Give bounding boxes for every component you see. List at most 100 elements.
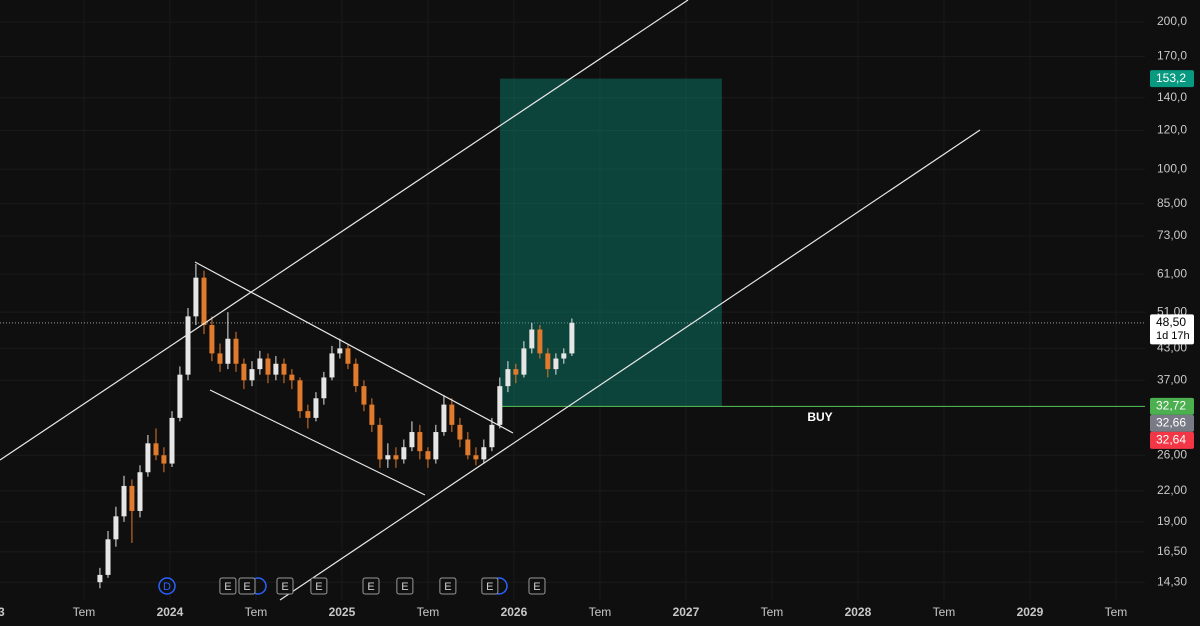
candle-body xyxy=(545,353,551,370)
candle-body xyxy=(465,439,471,456)
event-label: E xyxy=(315,581,322,593)
event-marker xyxy=(481,577,499,595)
x-tick-label: Tem xyxy=(245,605,268,619)
event-label: E xyxy=(367,581,374,593)
price-label-box xyxy=(1150,314,1194,345)
price-label: 32,66 xyxy=(1156,416,1186,430)
y-tick-label: 140,0 xyxy=(1157,90,1187,104)
x-tick-label: 2025 xyxy=(329,605,356,619)
candle-body xyxy=(401,447,407,460)
x-tick-label: Tem xyxy=(933,605,956,619)
candle-body xyxy=(249,369,255,381)
candle-body xyxy=(113,516,119,540)
y-tick-label: 170,0 xyxy=(1157,49,1187,63)
trend-line[interactable] xyxy=(279,129,981,601)
position-tool[interactable] xyxy=(500,78,1145,408)
candle-body xyxy=(513,369,519,375)
price-label: 153,2 xyxy=(1156,71,1186,85)
event-marker xyxy=(219,577,237,595)
candle-body xyxy=(137,472,143,511)
y-tick-label: 61,00 xyxy=(1157,266,1187,280)
candle-body xyxy=(369,404,375,425)
x-tick-label: Tem xyxy=(589,605,612,619)
candles xyxy=(97,263,575,589)
candle-body xyxy=(361,386,367,405)
price-label-box xyxy=(1150,397,1194,415)
candle-body xyxy=(241,363,247,381)
candle-body xyxy=(281,363,287,375)
y-tick-label: 22,00 xyxy=(1157,483,1187,497)
price-label: 32,64 xyxy=(1156,433,1186,447)
candle-body xyxy=(345,348,351,364)
candle-body xyxy=(337,348,343,354)
price-label-box xyxy=(1150,431,1194,449)
candle-body xyxy=(561,353,567,359)
x-tick-label: Tem xyxy=(761,605,784,619)
candle-body xyxy=(329,353,335,378)
price-label: 32,72 xyxy=(1156,399,1186,413)
event-label: E xyxy=(401,581,408,593)
candle-body xyxy=(377,424,383,460)
candle-body xyxy=(521,348,527,375)
candle-body xyxy=(161,455,167,464)
y-tick-label: 200,0 xyxy=(1157,14,1187,28)
candle-body xyxy=(105,539,111,575)
price-label-box xyxy=(1150,70,1194,88)
candle-body xyxy=(97,574,103,583)
candle-body xyxy=(321,377,327,399)
trend-line[interactable] xyxy=(209,389,426,496)
candle-body xyxy=(129,485,135,511)
candle-body xyxy=(289,374,295,381)
x-tick-label: Tem xyxy=(1105,605,1128,619)
candle-body xyxy=(425,451,431,460)
candle-body xyxy=(145,443,151,473)
candle-body xyxy=(177,374,183,418)
candle-body xyxy=(193,277,199,317)
event-label: E xyxy=(486,581,493,593)
grid xyxy=(0,0,1145,600)
candle-body xyxy=(121,485,127,517)
candle-body xyxy=(569,322,575,354)
candle-body xyxy=(225,338,231,364)
event-marker xyxy=(396,577,414,595)
y-tick-label: 19,00 xyxy=(1157,514,1187,528)
event-marker xyxy=(310,577,328,595)
x-tick-label: 2029 xyxy=(1017,605,1044,619)
event-marker xyxy=(158,577,176,595)
candle-body xyxy=(457,424,463,440)
candle-body xyxy=(537,329,543,354)
price-label-box xyxy=(1150,414,1194,432)
candle-body xyxy=(417,432,423,452)
y-tick-label: 120,0 xyxy=(1157,123,1187,137)
event-marker xyxy=(439,577,457,595)
trend-line[interactable] xyxy=(0,0,689,461)
event-label: E xyxy=(243,581,250,593)
event-label: E xyxy=(224,581,231,593)
x-tick-label: 2028 xyxy=(845,605,872,619)
event-marker xyxy=(362,577,380,595)
y-tick-label: 85,00 xyxy=(1157,196,1187,210)
candle-body xyxy=(305,411,311,418)
candle-body xyxy=(489,424,495,448)
price-label: 48,50 xyxy=(1156,315,1186,329)
candle-body xyxy=(441,404,447,433)
event-marker xyxy=(238,577,256,595)
position-label: BUY xyxy=(807,410,832,424)
candle-body xyxy=(297,380,303,412)
candle-body xyxy=(497,386,503,425)
candle-body xyxy=(265,358,271,375)
event-label: E xyxy=(533,581,540,593)
y-tick-label: 73,00 xyxy=(1157,228,1187,242)
event-marker xyxy=(528,577,546,595)
trend-line[interactable] xyxy=(194,261,514,434)
price-axis xyxy=(1145,0,1200,600)
event-marker xyxy=(276,577,294,595)
x-tick-label: Tem xyxy=(73,605,96,619)
y-tick-label: 16,50 xyxy=(1157,544,1187,558)
candle-body xyxy=(529,329,535,349)
candle-body xyxy=(553,358,559,370)
candle-body xyxy=(185,316,191,375)
